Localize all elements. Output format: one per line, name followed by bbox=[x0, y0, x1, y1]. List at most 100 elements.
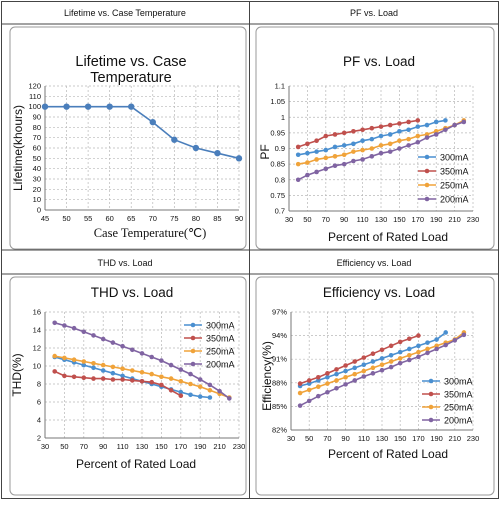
data-point bbox=[235, 155, 243, 162]
data-point bbox=[130, 368, 135, 373]
data-point bbox=[406, 127, 411, 133]
data-point bbox=[178, 367, 184, 372]
y-tick-label: 60 bbox=[33, 144, 41, 153]
data-point bbox=[295, 144, 301, 150]
legend-label: 350mA bbox=[206, 334, 235, 344]
data-point bbox=[360, 127, 365, 133]
y-tick-label: 97% bbox=[272, 308, 287, 317]
data-point bbox=[323, 147, 329, 153]
data-point bbox=[407, 346, 412, 352]
data-point bbox=[461, 332, 467, 338]
data-point bbox=[81, 359, 87, 364]
data-point bbox=[120, 343, 125, 349]
x-tick-label: 50 bbox=[305, 434, 313, 443]
x-tick-label: 30 bbox=[287, 434, 295, 443]
data-point bbox=[110, 340, 116, 345]
data-point bbox=[62, 373, 67, 379]
data-point bbox=[325, 381, 330, 386]
legend-label: 250mA bbox=[206, 347, 235, 357]
y-tick-label: 1.1 bbox=[275, 82, 285, 91]
data-point bbox=[306, 398, 312, 404]
chart-title-line: Lifetime vs. Case bbox=[75, 54, 186, 70]
y-tick-label: 40 bbox=[33, 164, 41, 173]
legend-marker bbox=[190, 335, 196, 341]
data-point bbox=[341, 161, 347, 167]
data-point bbox=[149, 379, 154, 385]
data-point bbox=[332, 132, 338, 137]
data-point bbox=[341, 152, 347, 158]
x-tick-label: 150 bbox=[394, 434, 407, 443]
x-tick-label: 190 bbox=[430, 434, 443, 443]
data-point bbox=[334, 386, 339, 391]
data-point bbox=[332, 154, 338, 159]
data-point bbox=[387, 122, 393, 128]
data-point bbox=[452, 122, 457, 128]
data-point bbox=[168, 362, 174, 368]
x-tick-label: 150 bbox=[393, 215, 406, 224]
data-point bbox=[443, 127, 448, 133]
x-tick-label: 65 bbox=[127, 214, 135, 223]
chart-frame bbox=[255, 276, 495, 496]
data-point bbox=[41, 103, 49, 110]
x-tick-label: 90 bbox=[99, 442, 107, 451]
data-point bbox=[416, 333, 421, 338]
data-point bbox=[62, 323, 67, 328]
legend-marker bbox=[424, 154, 430, 160]
data-point bbox=[361, 362, 367, 368]
data-point bbox=[351, 149, 356, 154]
data-point bbox=[306, 387, 312, 393]
data-point bbox=[91, 361, 96, 366]
data-point bbox=[130, 378, 135, 383]
chart-title: Efficiency vs. Load bbox=[323, 285, 435, 300]
data-point bbox=[192, 144, 200, 152]
chart-title-line: Temperature bbox=[90, 70, 171, 86]
x-tick-label: 170 bbox=[412, 215, 425, 224]
data-point bbox=[433, 119, 439, 125]
data-point bbox=[295, 161, 301, 167]
data-point bbox=[369, 154, 375, 159]
data-point bbox=[100, 362, 106, 368]
y-tick-label: 1.05 bbox=[270, 97, 285, 106]
panel-header: PF vs. Load bbox=[350, 8, 398, 18]
chart-title: Lifetime vs. Case Temperature bbox=[75, 54, 186, 86]
legend-label: 350mA bbox=[444, 390, 473, 400]
data-point bbox=[397, 129, 402, 134]
x-tick-label: 230 bbox=[467, 215, 480, 224]
data-point bbox=[388, 343, 394, 349]
data-point bbox=[379, 356, 385, 361]
data-point bbox=[314, 138, 319, 143]
data-point bbox=[316, 374, 321, 380]
data-point bbox=[323, 133, 329, 139]
data-point bbox=[305, 160, 310, 165]
data-point bbox=[316, 393, 321, 399]
data-point bbox=[352, 378, 358, 383]
data-point bbox=[325, 374, 330, 380]
data-point bbox=[378, 133, 384, 139]
y-tick-label: 0.8 bbox=[275, 175, 285, 184]
x-tick-label: 110 bbox=[357, 215, 369, 224]
data-point bbox=[314, 169, 319, 175]
legend-label: 300mA bbox=[440, 153, 469, 163]
y-tick-label: 90 bbox=[33, 113, 41, 122]
data-point bbox=[100, 376, 106, 381]
data-point bbox=[81, 375, 87, 381]
legend-marker bbox=[428, 378, 434, 384]
x-axis-label: Percent of Rated Load bbox=[328, 230, 448, 244]
x-tick-label: 130 bbox=[376, 434, 389, 443]
data-point bbox=[379, 367, 385, 373]
y-tick-label: 120 bbox=[28, 82, 41, 91]
x-tick-label: 90 bbox=[235, 214, 243, 223]
x-tick-label: 110 bbox=[117, 442, 129, 451]
x-tick-label: 210 bbox=[448, 215, 461, 224]
legend-marker bbox=[424, 168, 430, 174]
data-point bbox=[323, 166, 329, 172]
data-point bbox=[397, 356, 403, 361]
data-point bbox=[370, 365, 376, 371]
data-point bbox=[352, 359, 358, 364]
x-axis-label: Case Temperature(℃) bbox=[94, 226, 207, 240]
legend-label: 200mA bbox=[206, 360, 235, 370]
data-point bbox=[434, 346, 439, 352]
y-tick-label: 88% bbox=[272, 378, 287, 387]
data-point bbox=[297, 390, 303, 396]
y-tick-label: 85% bbox=[272, 402, 287, 411]
